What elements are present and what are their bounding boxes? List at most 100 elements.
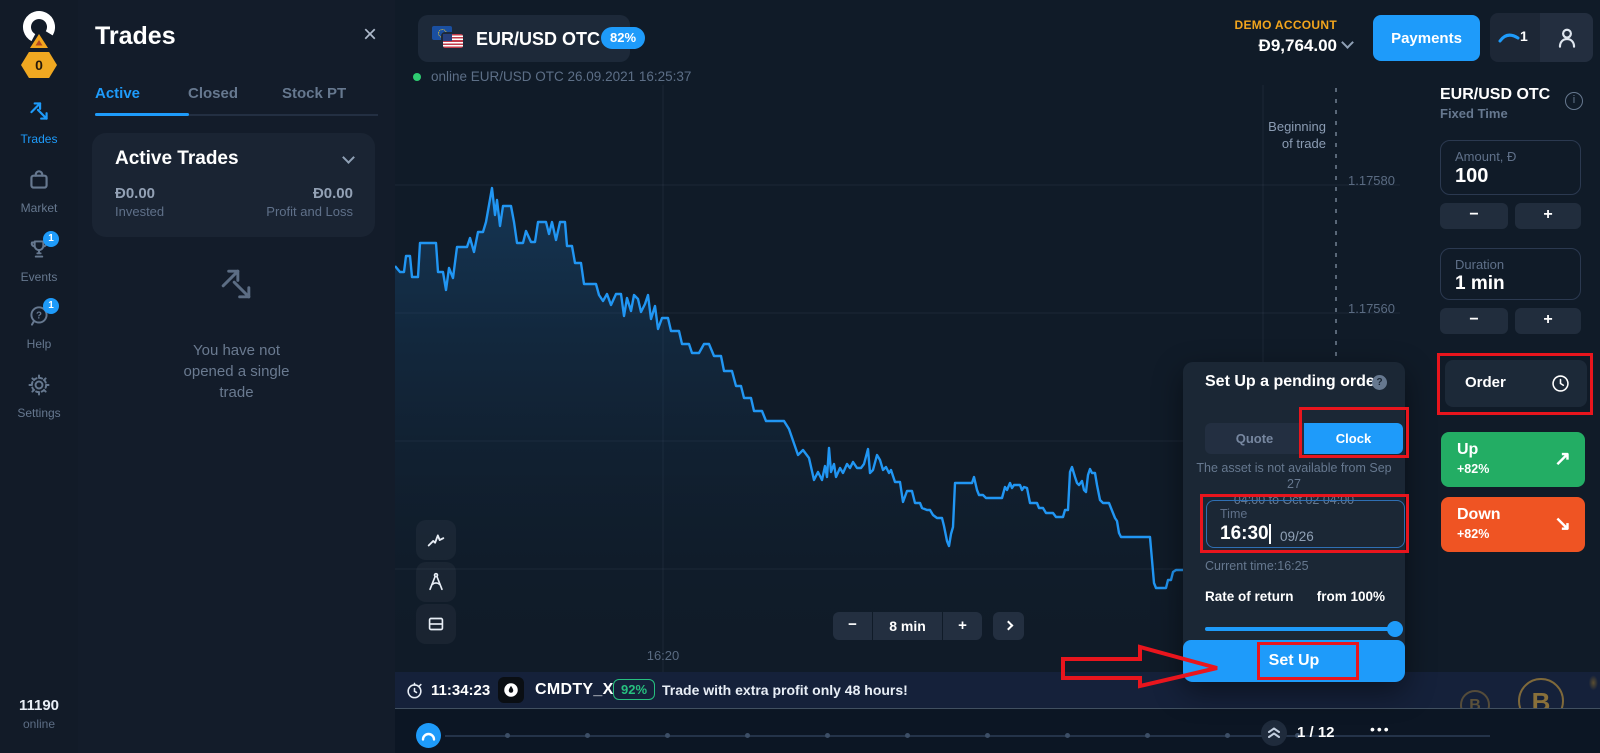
beginning-of-trade-label: Beginning of trade bbox=[1268, 119, 1326, 151]
tab-quote[interactable]: Quote bbox=[1205, 423, 1304, 454]
slider-track bbox=[1205, 627, 1403, 631]
help-badge: 1 bbox=[43, 298, 59, 314]
chevron-right-icon bbox=[1003, 620, 1014, 631]
clock-icon bbox=[1552, 375, 1569, 392]
notification-count: 1 bbox=[1520, 28, 1528, 44]
price-axis-label: 1.17560 bbox=[1348, 301, 1395, 316]
asset-tab[interactable]: EUR/USD OTC 82% bbox=[418, 15, 646, 62]
invested-label: Invested bbox=[115, 204, 165, 219]
drawing-tools-button[interactable] bbox=[416, 562, 456, 602]
profile-button[interactable] bbox=[1540, 13, 1593, 62]
up-payout: +82% bbox=[1457, 462, 1490, 476]
asset-name: EUR/USD OTC bbox=[476, 29, 601, 49]
account-switcher[interactable]: DEMO ACCOUNT Đ9,764.00 bbox=[1185, 18, 1337, 56]
sidebar-item-label: Help bbox=[26, 337, 52, 351]
layout-button[interactable] bbox=[416, 604, 456, 644]
down-button[interactable]: Down +82% ↘ bbox=[1441, 497, 1585, 552]
order-button[interactable]: Order bbox=[1445, 360, 1587, 407]
tab-closed[interactable]: Closed bbox=[188, 85, 239, 102]
tab-clock[interactable]: Clock bbox=[1304, 423, 1403, 454]
arrow-down-right-icon: ↘ bbox=[1554, 513, 1571, 535]
setup-button-label: Set Up bbox=[1268, 652, 1320, 669]
logo-counter-badge[interactable]: 0 bbox=[21, 52, 57, 78]
info-icon[interactable]: i bbox=[1565, 92, 1583, 110]
arc-icon bbox=[421, 732, 436, 741]
close-icon[interactable]: × bbox=[362, 21, 377, 48]
card-title: Active Trades bbox=[115, 148, 239, 169]
more-options-button[interactable]: ••• bbox=[1370, 721, 1391, 737]
order-label: Order bbox=[1465, 374, 1506, 391]
text-cursor bbox=[1269, 524, 1271, 544]
sidebar-item-label: Trades bbox=[20, 132, 58, 146]
amount-field[interactable]: Amount, Đ 100 bbox=[1440, 140, 1581, 195]
amount-label: Amount, Đ bbox=[1455, 149, 1517, 164]
duration-plus-button[interactable]: + bbox=[1515, 308, 1581, 334]
account-balance: Đ9,764.00 bbox=[1258, 36, 1337, 55]
price-chart[interactable] bbox=[395, 0, 1400, 672]
brand-logo-icon[interactable] bbox=[19, 10, 59, 56]
tab-active[interactable]: Active bbox=[95, 85, 141, 102]
timeline-track[interactable] bbox=[445, 735, 1490, 737]
slider-thumb[interactable] bbox=[1387, 621, 1403, 637]
time-input-value: 16:30 bbox=[1220, 523, 1269, 544]
popup-title: Set Up a pending order bbox=[1205, 373, 1382, 390]
duration-label: Duration bbox=[1455, 257, 1505, 272]
amount-minus-button[interactable]: − bbox=[1440, 203, 1508, 229]
scroll-to-now-button[interactable] bbox=[993, 612, 1024, 640]
market-bag-icon bbox=[26, 167, 52, 193]
countdown-timer: 11:34:23 bbox=[431, 682, 491, 699]
up-button[interactable]: Up +82% ↗ bbox=[1441, 432, 1585, 487]
sidebar-item-events[interactable]: 1 Events bbox=[0, 231, 78, 284]
icon-sidebar: 0 Trades Market bbox=[0, 0, 78, 753]
amount-plus-button[interactable]: + bbox=[1515, 203, 1581, 229]
sidebar-item-market[interactable]: Market bbox=[0, 167, 78, 215]
sidebar-item-help[interactable]: ? 1 Help bbox=[0, 298, 78, 351]
timeframe-value[interactable]: 8 min bbox=[873, 612, 942, 640]
settings-gear-icon bbox=[26, 372, 52, 398]
time-input[interactable]: Time 16:30 09/26 bbox=[1206, 500, 1405, 548]
account-type: DEMO ACCOUNT bbox=[1234, 18, 1337, 32]
ticker-symbol[interactable]: CMDTY_X bbox=[535, 681, 614, 698]
duration-value: 1 min bbox=[1455, 273, 1505, 294]
rate-of-return-value: from 100% bbox=[1316, 589, 1385, 604]
asset-payout-badge: 82% bbox=[601, 27, 646, 49]
duration-field[interactable]: Duration 1 min bbox=[1440, 248, 1581, 300]
tab-stock-pt[interactable]: Stock PT bbox=[282, 85, 347, 102]
online-counter: 11190 online bbox=[0, 697, 78, 731]
price-axis-label: 1.17580 bbox=[1348, 173, 1395, 188]
notifications-button[interactable]: 1 bbox=[1490, 13, 1540, 62]
rate-slider[interactable] bbox=[1205, 621, 1403, 637]
online-status-dot bbox=[413, 73, 421, 81]
trades-tabs: Active Closed Stock PT bbox=[95, 85, 378, 116]
pagination-icon-button[interactable] bbox=[1261, 720, 1287, 746]
empty-state-text: You have not opened a single trade bbox=[183, 342, 290, 401]
timeframe-plus-button[interactable]: + bbox=[943, 612, 982, 640]
arrow-up-right-icon: ↗ bbox=[1554, 448, 1571, 470]
help-icon[interactable]: ? bbox=[1372, 375, 1387, 390]
pending-order-popup: Set Up a pending order ? Quote Clock The… bbox=[1183, 362, 1405, 682]
eurusd-flags-icon bbox=[432, 26, 468, 52]
chevron-down-icon[interactable] bbox=[342, 151, 355, 164]
events-badge: 1 bbox=[43, 231, 59, 247]
active-tab-underline bbox=[95, 113, 189, 116]
duration-minus-button[interactable]: − bbox=[1440, 308, 1508, 334]
down-label: Down bbox=[1457, 506, 1501, 523]
trades-panel: Trades × Active Closed Stock PT Active T… bbox=[78, 0, 395, 753]
time-input-label: Time bbox=[1220, 507, 1248, 521]
date-value[interactable]: 09/26 bbox=[1280, 529, 1314, 544]
sidebar-item-trades[interactable]: Trades bbox=[0, 98, 78, 146]
stopwatch-icon bbox=[405, 681, 424, 705]
sidebar-item-label: Settings bbox=[17, 406, 61, 420]
timeline-home-button[interactable] bbox=[416, 723, 441, 748]
indicators-button[interactable] bbox=[416, 520, 456, 560]
panel-asset-type: Fixed Time bbox=[1440, 106, 1508, 121]
payments-button[interactable]: Payments bbox=[1373, 15, 1480, 61]
setup-button[interactable]: Set Up bbox=[1183, 640, 1405, 682]
timeframe-minus-button[interactable]: − bbox=[833, 612, 872, 640]
sidebar-item-settings[interactable]: Settings bbox=[0, 372, 78, 420]
amount-value: 100 bbox=[1455, 165, 1489, 187]
rate-of-return-label: Rate of return bbox=[1205, 589, 1294, 604]
active-trades-card: Active Trades Đ0.00 Invested Đ0.00 Profi… bbox=[92, 133, 375, 237]
panel-asset-name: EUR/USD OTC bbox=[1440, 86, 1551, 103]
